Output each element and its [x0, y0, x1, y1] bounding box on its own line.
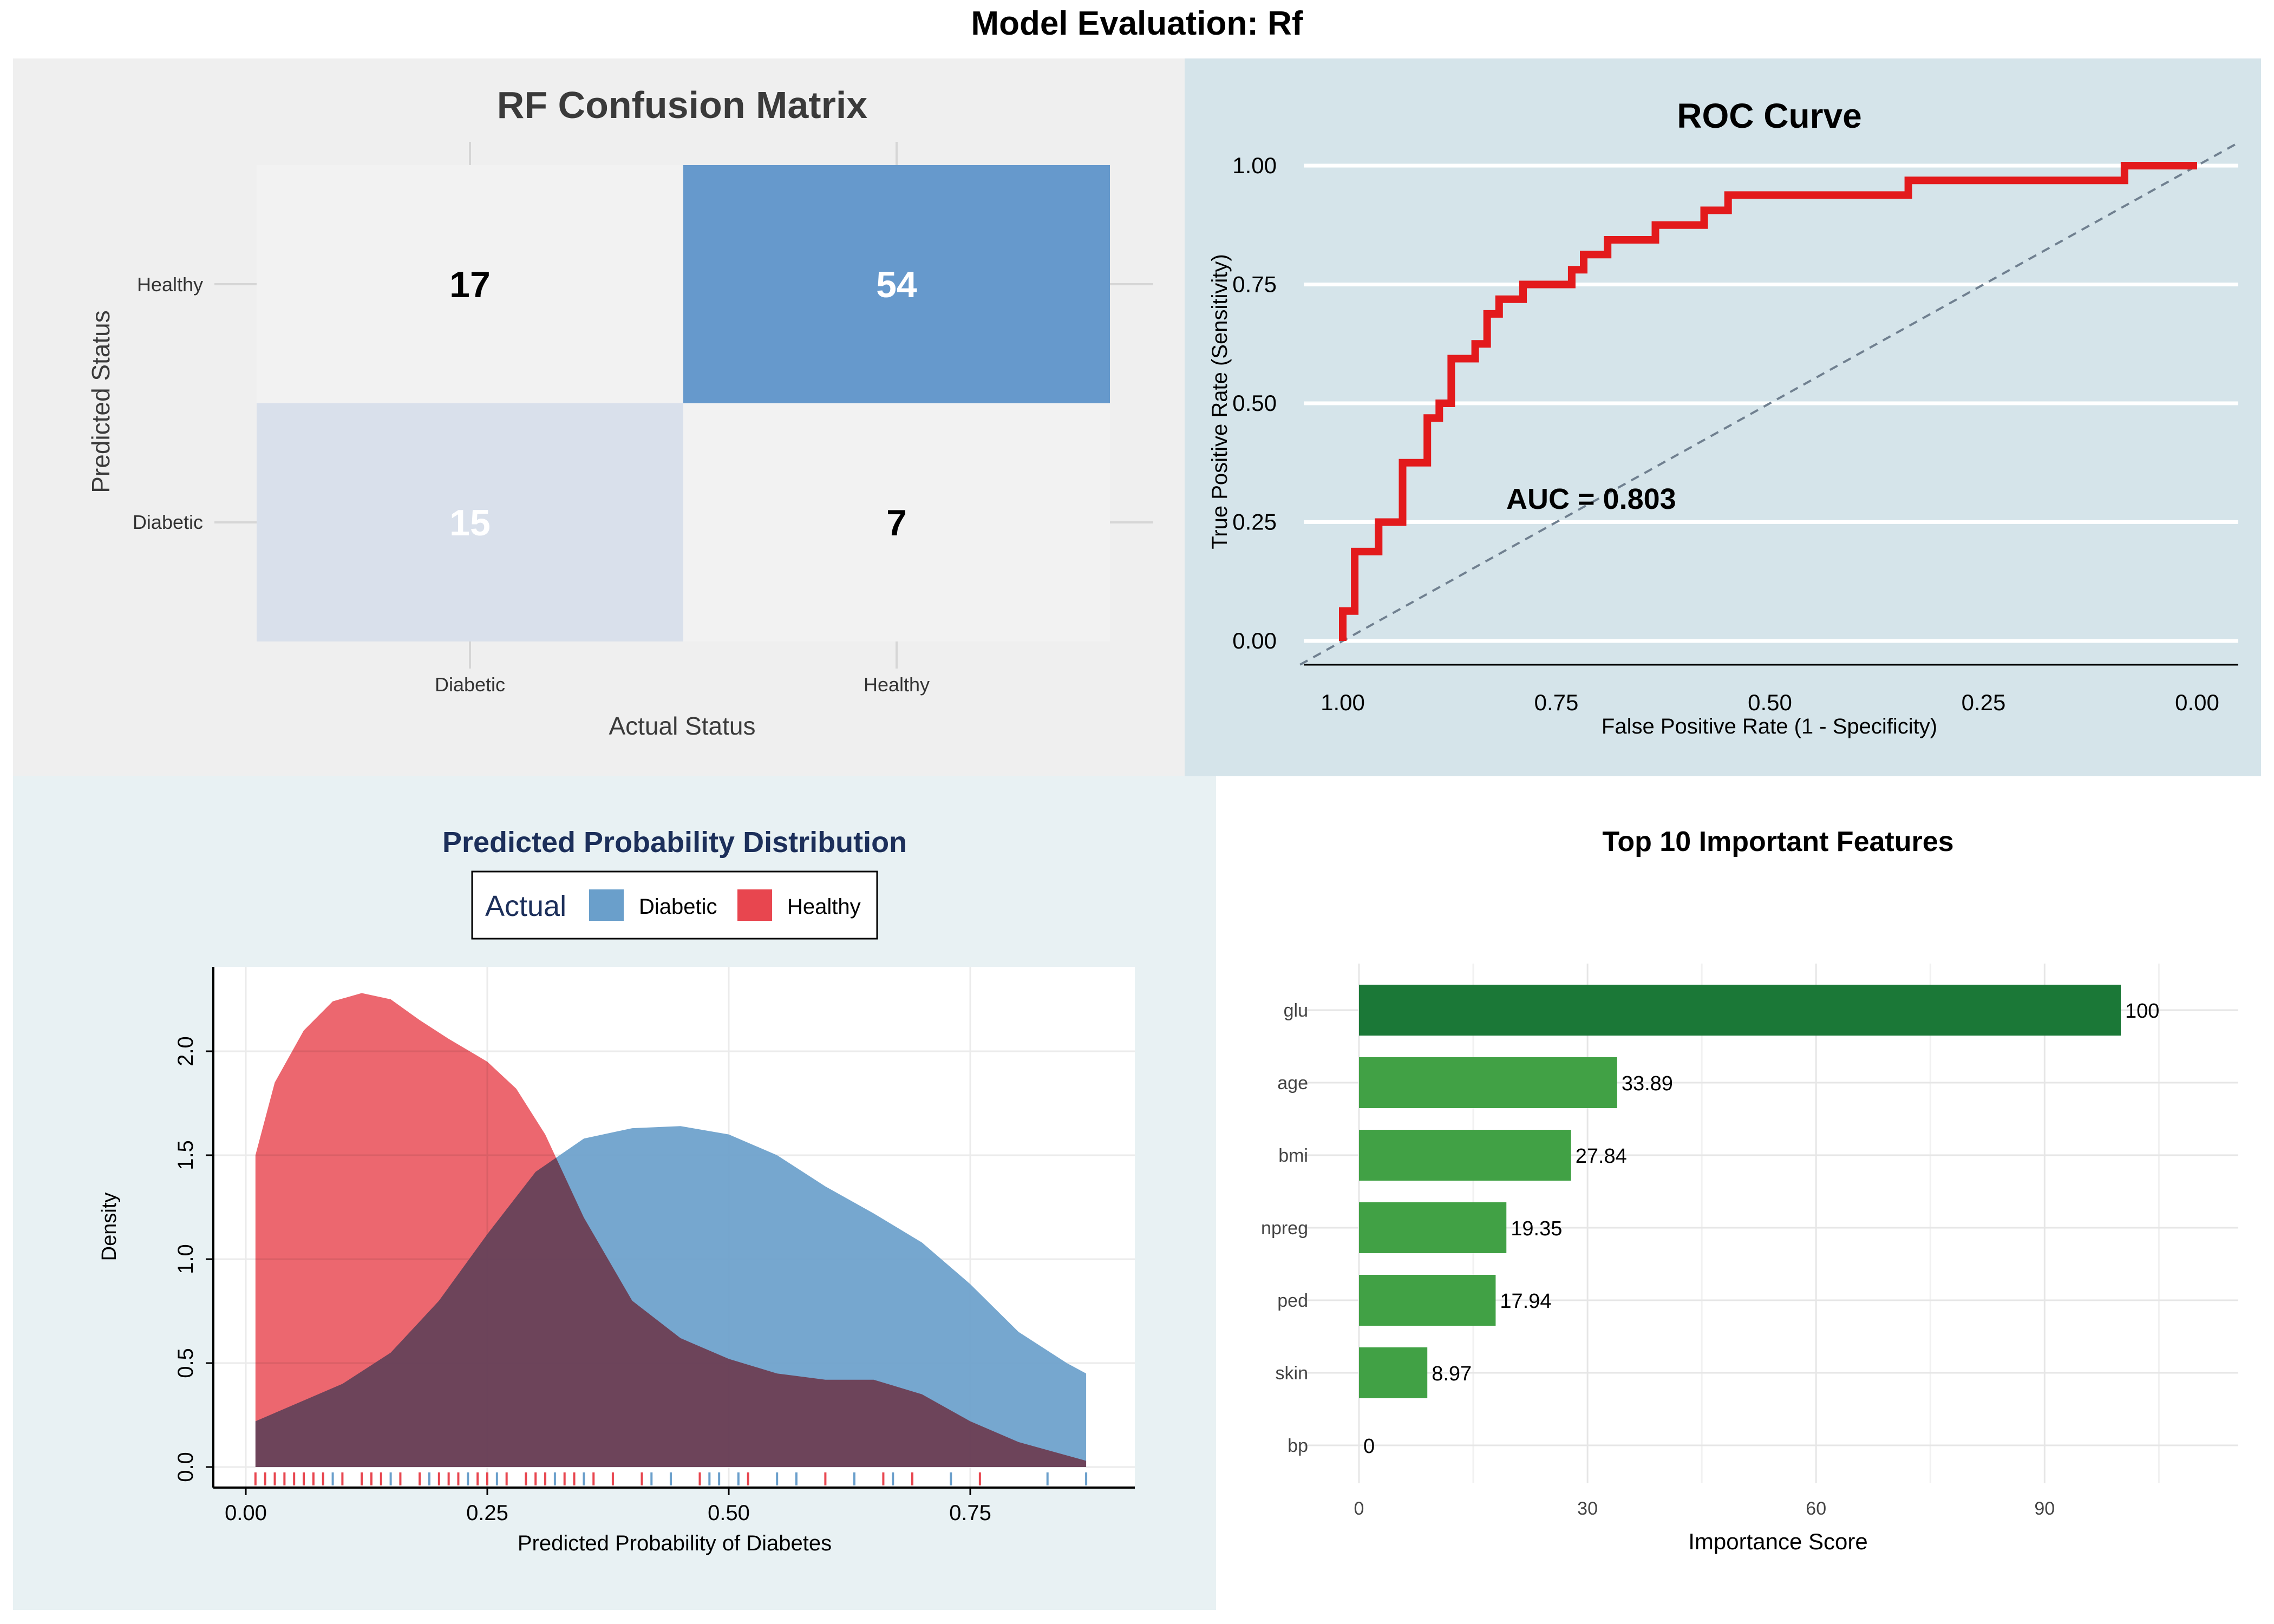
importance-x-tick: 60: [1806, 1498, 1826, 1519]
importance-panel-bg: [1216, 776, 2261, 1610]
importance-bar-label: 100: [2125, 1000, 2159, 1023]
cm-y-tick-healthy: Healthy: [137, 273, 203, 296]
roc-y-tick: 0.50: [1232, 390, 1277, 416]
density-x-tick: 0.50: [708, 1501, 750, 1525]
importance-category-label: bp: [1288, 1436, 1308, 1456]
importance-x-axis-label: Importance Score: [1688, 1529, 1868, 1554]
roc-y-axis-label: True Positive Rate (Sensitivity): [1208, 254, 1232, 549]
density-area-healthy: [255, 993, 1087, 1467]
importance-bar: [1359, 1130, 1571, 1181]
roc-y-tick: 0.00: [1232, 628, 1277, 653]
roc-auc-annotation: AUC = 0.803: [1506, 483, 1676, 515]
importance-x-tick: 30: [1577, 1498, 1598, 1519]
importance-bar-label: 8.97: [1432, 1363, 1472, 1385]
importance-bar-label: 0: [1363, 1435, 1375, 1458]
cm-y-axis-label: Predicted Status: [87, 310, 115, 493]
density-y-tick: 0.0: [174, 1452, 198, 1482]
importance-chart: Top 10 Important Features 100 glu 33.89 age…: [1261, 826, 2238, 1554]
cm-cell-value: 7: [886, 502, 907, 543]
density-y-tick: 1.5: [174, 1140, 198, 1170]
legend-swatch-healthy: [737, 889, 772, 921]
cm-x-axis-label: Actual Status: [609, 712, 755, 740]
importance-category-label: npreg: [1261, 1218, 1308, 1239]
legend-label-diabetic: Diabetic: [639, 895, 717, 919]
importance-category-label: bmi: [1278, 1145, 1308, 1166]
cm-cell-value: 17: [449, 264, 491, 305]
density-y-tick: 0.5: [174, 1348, 198, 1378]
importance-bar: [1359, 1275, 1496, 1326]
density-title: Predicted Probability Distribution: [442, 826, 907, 859]
legend-box: [471, 870, 878, 940]
cm-cell-value: 15: [449, 502, 491, 543]
legend-swatch-diabetic: [589, 889, 624, 921]
roc-y-tick: 0.25: [1232, 509, 1277, 535]
cm-title: RF Confusion Matrix: [497, 84, 867, 126]
importance-bar-label: 33.89: [1622, 1072, 1673, 1095]
roc-diagonal: [1299, 141, 2240, 666]
importance-category-label: glu: [1284, 1000, 1308, 1021]
cm-cell: [683, 165, 1110, 403]
importance-bar-label: 17.94: [1500, 1290, 1551, 1313]
density-x-tick: 0.25: [466, 1501, 508, 1525]
roc-curve-line: [1339, 162, 2197, 641]
roc-y-tick: 1.00: [1232, 153, 1277, 178]
importance-bar-label: 19.35: [1511, 1217, 1562, 1240]
density-y-axis-label: Density: [98, 1193, 121, 1261]
legend-label-healthy: Healthy: [787, 895, 861, 919]
roc-x-axis-label: False Positive Rate (1 - Specificity): [1602, 715, 1937, 738]
density-x-axis-label: Predicted Probability of Diabetes: [518, 1531, 832, 1555]
roc-y-tick: 0.75: [1232, 272, 1277, 297]
importance-bar: [1359, 1202, 1507, 1253]
importance-bar-label: 27.84: [1576, 1145, 1627, 1168]
roc-x-tick: 0.50: [1748, 690, 1792, 715]
cm-y-tick-diabetic: Diabetic: [133, 511, 203, 533]
roc-x-tick: 0.75: [1534, 690, 1579, 715]
importance-bar: [1359, 1057, 1617, 1108]
main-title: Model Evaluation: Rf: [971, 5, 1303, 42]
cm-cell: [257, 403, 683, 641]
importance-bar: [1359, 985, 2121, 1036]
importance-bar: [1359, 1347, 1428, 1398]
importance-x-tick: 90: [2034, 1498, 2055, 1519]
roc-x-tick: 0.00: [2175, 690, 2219, 715]
cm-cell-value: 54: [876, 264, 917, 305]
cm-cell: [257, 165, 683, 403]
density-x-tick: 0.75: [949, 1501, 991, 1525]
importance-title: Top 10 Important Features: [1602, 826, 1953, 857]
roc-title: ROC Curve: [1677, 96, 1861, 135]
cm-x-tick-diabetic: Diabetic: [435, 673, 505, 696]
importance-x-tick: 0: [1354, 1498, 1364, 1519]
roc-x-tick: 0.25: [1962, 690, 2006, 715]
legend-title: Actual: [485, 890, 566, 922]
importance-category-label: ped: [1277, 1291, 1308, 1311]
confusion-matrix: RF Confusion Matrix 17 54 15 7 Healthy Diab…: [87, 84, 1153, 740]
density-y-tick: 2.0: [174, 1036, 198, 1066]
density-y-tick: 1.0: [174, 1244, 198, 1274]
density-x-tick: 0.00: [225, 1501, 267, 1525]
roc-chart: ROC Curve 0.00 0.25 0.50 0.75 1.00 1.00 0.75 0.…: [1208, 96, 2240, 738]
roc-x-tick: 1.00: [1321, 690, 1365, 715]
importance-category-label: age: [1277, 1073, 1308, 1093]
density-legend: Actual Diabetic Healthy: [471, 870, 878, 940]
density-chart: Predicted Probability Distribution Actua…: [98, 826, 1135, 1555]
importance-category-label: skin: [1276, 1363, 1308, 1384]
cm-x-tick-healthy: Healthy: [864, 673, 930, 696]
cm-cell: [683, 403, 1110, 641]
